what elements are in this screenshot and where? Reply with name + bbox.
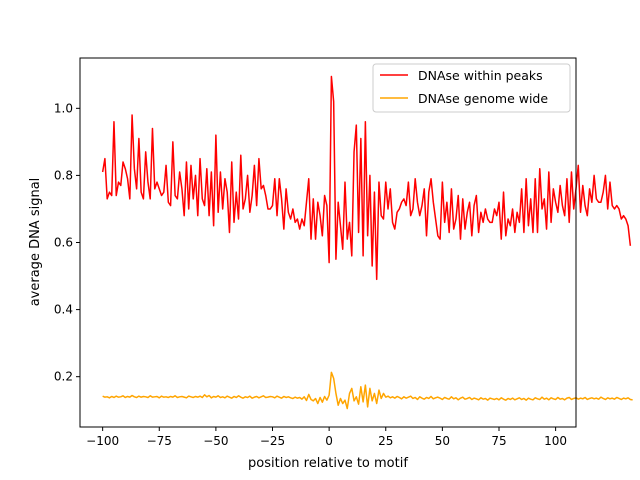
plot-lines [101,75,633,410]
x-tick-label: 50 [435,434,450,448]
x-tick-label: −25 [260,434,285,448]
x-tick-label: 75 [491,434,506,448]
series-line-0 [101,75,632,281]
legend-label-peaks: DNAse within peaks [418,68,543,83]
x-tick-label: 0 [325,434,333,448]
x-tick-label: −100 [86,434,119,448]
legend: DNAse within peaks DNAse genome wide [372,63,571,113]
y-axis-ticks: 0.2 0.4 0.6 0.8 1.0 [54,101,80,384]
y-axis-label: average DNA signal [28,178,43,307]
x-tick-label: −75 [147,434,172,448]
x-axis-ticks: −100 −75 −50 −25 0 25 50 75 100 [86,427,567,448]
y-tick-label: 0.8 [54,168,73,182]
legend-box [372,63,571,113]
x-axis-label: position relative to motif [248,456,408,471]
y-tick-label: 1.0 [54,101,73,115]
y-tick-label: 0.2 [54,370,73,384]
y-tick-label: 0.4 [54,303,73,317]
x-tick-label: 100 [544,434,567,448]
x-tick-label: 25 [378,434,393,448]
legend-label-genome: DNAse genome wide [418,91,548,106]
y-tick-label: 0.6 [54,236,73,250]
x-tick-label: −50 [203,434,228,448]
series-line-1 [102,371,633,410]
